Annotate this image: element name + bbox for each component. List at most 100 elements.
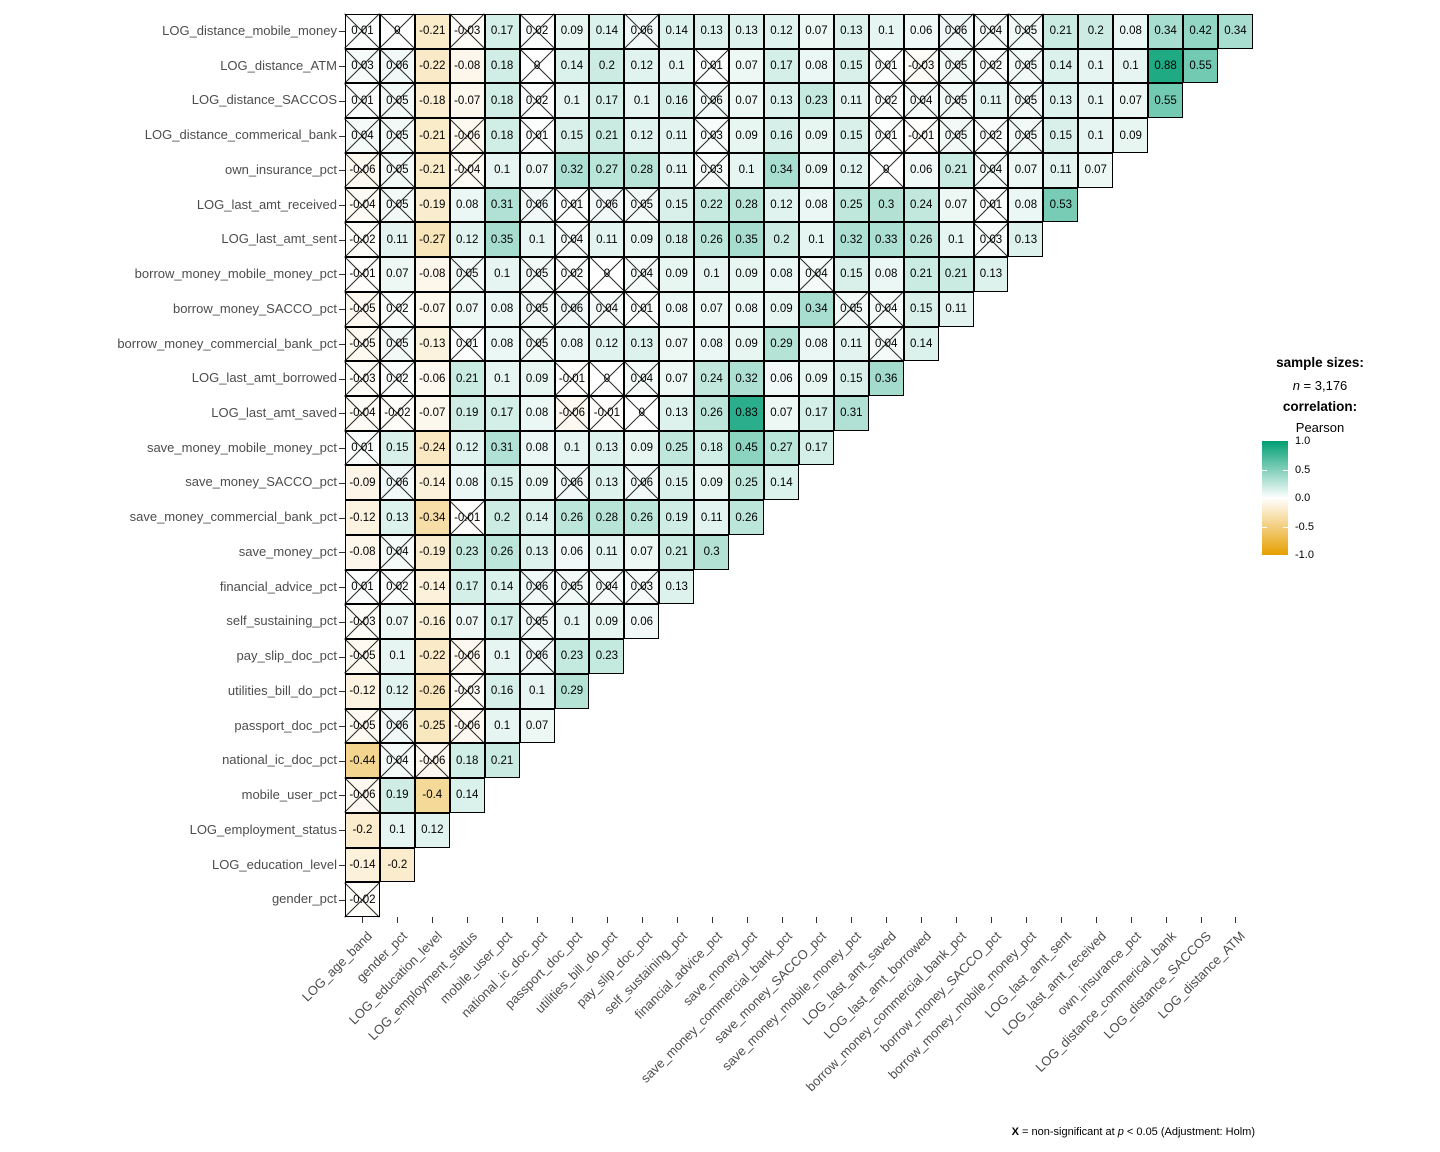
cell-value: 0.15 (840, 268, 863, 281)
matrix-cell: 0.35 (729, 222, 765, 258)
matrix-cell: 0.07 (798, 14, 834, 49)
matrix-cell: 0.02 (519, 83, 555, 119)
colorbar-notch (1262, 498, 1267, 499)
cell-value: 0.28 (735, 199, 758, 211)
matrix-cell: 0.28 (589, 500, 625, 535)
matrix-cell: -0.21 (414, 118, 450, 153)
cell-value: 0.1 (1087, 94, 1104, 107)
cell-value: 0.07 (456, 303, 479, 316)
matrix-cell: 0.07 (694, 291, 730, 327)
cell-value: 0.04 (875, 303, 898, 316)
matrix-cell: 0.16 (484, 673, 520, 709)
y-axis-tick (339, 170, 345, 172)
cell-value: 0.02 (386, 303, 409, 316)
cell-value: 0.13 (840, 25, 863, 38)
p-variable: p (1117, 1126, 1124, 1138)
x-axis-tick (1200, 917, 1202, 923)
cell-value: 0.05 (630, 199, 653, 211)
matrix-cell: 0.17 (449, 569, 485, 605)
cell-value: 0.12 (421, 824, 444, 837)
cell-value: -0.06 (349, 164, 376, 177)
matrix-cell: 0.01 (345, 430, 380, 466)
y-axis-label: save_money_SACCO_pct (185, 474, 337, 490)
cell-value: -0.02 (384, 407, 411, 420)
cell-value: 0.06 (909, 164, 933, 177)
cell-value: 0.31 (490, 442, 514, 455)
matrix-cell: 0.04 (379, 743, 415, 779)
matrix-cell: 0.23 (589, 639, 625, 674)
cell-value: 0.06 (525, 581, 549, 594)
matrix-cell: 0.26 (624, 500, 660, 535)
matrix-cell: 0.26 (484, 534, 520, 570)
cell-value: 0.18 (665, 233, 688, 246)
matrix-cell: 0.53 (1043, 187, 1079, 223)
x-axis-tick (606, 917, 608, 923)
cell-value: 0.26 (909, 233, 933, 246)
matrix-cell: 0.01 (694, 48, 730, 84)
cell-value: -0.01 (349, 268, 376, 281)
cell-value: -0.12 (349, 685, 376, 698)
y-axis-tick (339, 552, 345, 554)
cell-value: 0.01 (700, 60, 723, 73)
y-axis-label: LOG_distance_SACCOS (191, 92, 337, 108)
matrix-cell: 0.19 (659, 500, 695, 535)
cell-value: -0.12 (349, 511, 376, 524)
matrix-cell: 0.06 (694, 83, 730, 119)
matrix-cell: 0.13 (973, 257, 1009, 292)
cell-value: 0.06 (560, 476, 584, 489)
matrix-cell: -0.06 (345, 778, 380, 813)
cell-value: 0.45 (735, 442, 758, 455)
matrix-cell: 0.28 (729, 187, 765, 223)
matrix-cell: -0.07 (414, 291, 450, 327)
y-axis-label: LOG_distance_commerical_bank (144, 127, 337, 143)
matrix-cell: 0.26 (694, 222, 730, 258)
cell-value: 0.1 (738, 164, 755, 177)
cell-value: 0 (603, 268, 611, 281)
matrix-cell: 0.16 (659, 83, 695, 119)
matrix-cell: 0.07 (1008, 152, 1044, 188)
matrix-cell: 0.83 (729, 396, 765, 431)
matrix-cell: 0.18 (449, 743, 485, 779)
cell-value: 0.32 (840, 233, 863, 246)
cell-value: 0.14 (456, 789, 479, 802)
matrix-cell: 0.09 (764, 291, 799, 327)
matrix-cell: 0.05 (1008, 118, 1044, 153)
cell-value: -0.08 (454, 60, 481, 73)
matrix-cell: -0.03 (449, 673, 485, 709)
cell-value: 0.15 (840, 129, 863, 142)
matrix-cell: 0.88 (1148, 48, 1184, 84)
cell-value: 0.25 (840, 199, 863, 211)
y-axis-tick (339, 66, 345, 68)
matrix-cell: 0.3 (694, 534, 730, 570)
colorbar-notch (1283, 469, 1288, 471)
legend-correlation-title: correlation: (1282, 399, 1358, 414)
matrix-cell: 0.01 (554, 187, 590, 223)
cell-value: 0.09 (735, 337, 758, 350)
matrix-cell: 0.08 (764, 257, 799, 292)
matrix-cell: 0.13 (624, 326, 660, 362)
cell-value: 0.1 (1122, 60, 1139, 73)
cell-value: 0.1 (389, 650, 406, 663)
matrix-cell: 0.08 (1008, 187, 1044, 223)
x-axis-tick (711, 917, 713, 923)
cell-value: -0.03 (349, 372, 376, 385)
matrix-cell: -0.01 (903, 118, 939, 153)
cell-value: 0.23 (805, 94, 828, 107)
y-axis-label: save_money_commercial_bank_pct (129, 509, 337, 525)
cell-value: -0.04 (349, 199, 376, 211)
matrix-cell: 0.09 (554, 14, 590, 49)
y-axis-label: gender_pct (271, 891, 337, 907)
matrix-cell: -0.08 (449, 48, 485, 84)
cell-value: 0.2 (494, 511, 511, 524)
cell-value: 0.23 (456, 546, 479, 559)
matrix-cell: 0.1 (484, 708, 520, 744)
matrix-cell: 0.21 (449, 361, 485, 397)
cell-value: -0.05 (349, 650, 376, 663)
cell-value: 0.12 (456, 442, 479, 455)
y-axis-tick (339, 239, 345, 241)
y-axis-tick (339, 448, 345, 450)
matrix-cell: 0.07 (659, 326, 695, 362)
cell-value: 0.02 (525, 25, 549, 38)
n-variable: n (1292, 378, 1300, 393)
matrix-cell: 0.13 (1008, 222, 1044, 258)
